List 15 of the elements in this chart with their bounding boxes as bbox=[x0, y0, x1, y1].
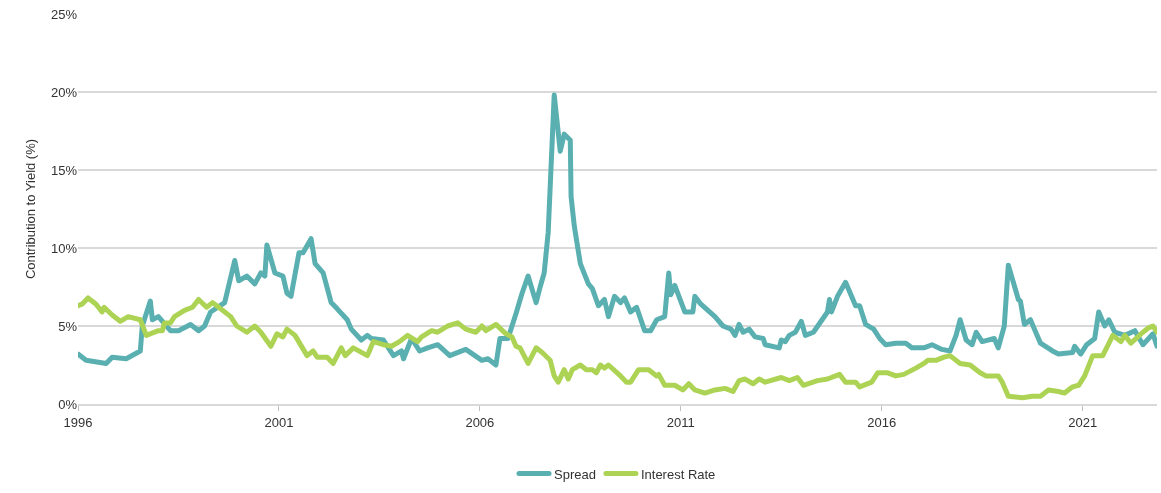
y-tick-label: 20% bbox=[50, 84, 78, 100]
y-tick-label: 15% bbox=[50, 162, 78, 178]
legend-label: Spread bbox=[554, 466, 596, 482]
legend-label: Interest Rate bbox=[640, 466, 716, 482]
x-tick-label: 2011 bbox=[666, 414, 695, 430]
x-tick-label: 1996 bbox=[63, 414, 93, 430]
y-tick-label: 5% bbox=[58, 318, 78, 334]
y-tick-label: 0% bbox=[58, 396, 78, 412]
x-tick-label: 2021 bbox=[1068, 414, 1098, 430]
y-tick-label: 10% bbox=[50, 240, 78, 256]
x-tick-label: 2016 bbox=[867, 414, 897, 430]
y-axis-title: Contribution to Yield (%) bbox=[22, 138, 38, 280]
y-tick-label: 25% bbox=[50, 6, 78, 22]
x-tick-label: 2006 bbox=[465, 414, 495, 430]
x-tick-label: 2001 bbox=[264, 414, 294, 430]
